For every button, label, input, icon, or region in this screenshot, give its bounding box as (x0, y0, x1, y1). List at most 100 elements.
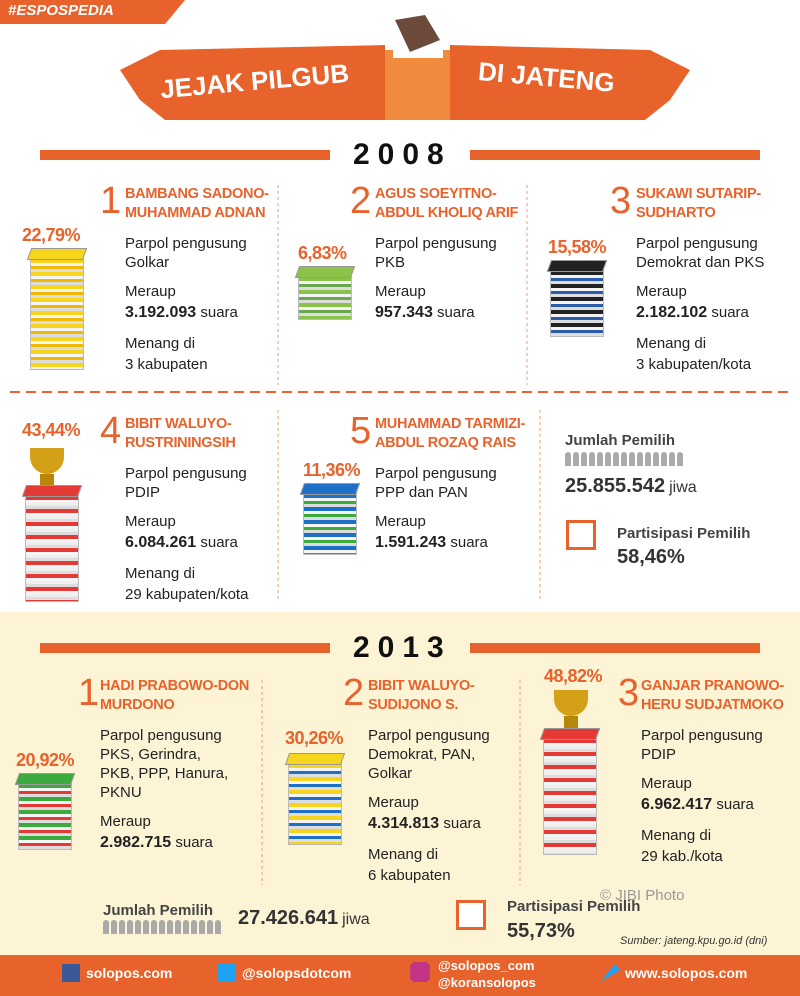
person-icon (103, 920, 109, 934)
person-icon (151, 920, 157, 934)
person-icon (175, 920, 181, 934)
paper-stack (298, 276, 352, 320)
party-label: Parpol pengusung (100, 727, 222, 744)
ballot-icon (566, 520, 596, 550)
stack-top (539, 728, 601, 740)
wins: 6 kabupaten (368, 867, 451, 884)
percent: 15,58% (548, 237, 607, 257)
person-icon (565, 452, 571, 466)
footer-link[interactable]: www.solopos.com (625, 965, 748, 981)
votes-label: Meraup (641, 775, 692, 792)
person-icon (199, 920, 205, 934)
voters-label: Jumlah Pemilih (565, 432, 676, 449)
percent: 48,82% (544, 666, 603, 686)
person-icon (127, 920, 133, 934)
person-icon (191, 920, 197, 934)
votes-number: 957.343 (375, 304, 433, 321)
trophy (554, 690, 588, 716)
stack-top (26, 248, 88, 260)
footer-link[interactable]: solopos.com (86, 965, 173, 981)
parties: Golkar (125, 254, 170, 271)
votes-number: 3.192.093 (125, 304, 197, 321)
votes-unit: suara (716, 796, 754, 813)
person-icon (573, 452, 579, 466)
paper-stack (30, 258, 84, 370)
hand (395, 15, 440, 52)
tw-icon (218, 964, 236, 982)
person-icon (613, 452, 619, 466)
person-icon (589, 452, 595, 466)
person-icon (183, 920, 189, 934)
percent: 11,36% (303, 460, 361, 480)
votes: 1.591.243 suara (375, 534, 488, 552)
votes-number: 2.982.715 (100, 834, 172, 851)
divider (40, 150, 330, 160)
year: 2008 (353, 138, 452, 171)
paper-stack (18, 783, 72, 850)
party-label: Parpol pengusung (375, 465, 497, 482)
votes-unit: suara (437, 304, 475, 321)
person-icon (143, 920, 149, 934)
candidate-number: 3 (618, 672, 640, 714)
candidate-name: ABDUL KHOLIQ ARIF (375, 205, 519, 221)
wins-label: Menang di (125, 335, 196, 352)
trophy-base (40, 474, 54, 488)
footer-link[interactable]: @koransolopos (438, 975, 536, 990)
footer-link[interactable]: @solopsdotcom (242, 965, 352, 981)
votes-number: 4.314.813 (368, 815, 440, 832)
votes-unit: suara (443, 815, 481, 832)
parties: PPP dan PAN (375, 484, 468, 501)
candidate-number: 2 (350, 180, 372, 222)
candidate-name: AGUS SOEYITNO- (375, 186, 497, 202)
divider (470, 150, 760, 160)
parties: PDIP (641, 746, 677, 763)
person-icon (629, 452, 635, 466)
percent: 30,26% (285, 728, 344, 748)
person-icon (159, 920, 165, 934)
candidate-name: SUDIJONO S. (368, 697, 459, 713)
candidate-name: BIBIT WALUYO- (368, 678, 475, 694)
tag-bg (0, 0, 185, 24)
candidate-name: MUHAMMAD TARMIZI- (375, 416, 526, 432)
fb-icon (62, 964, 80, 982)
person-icon (621, 452, 627, 466)
candidate-number: 1 (78, 672, 100, 714)
participation-label: Partisipasi Pemilih (617, 525, 751, 542)
stack-top (546, 260, 608, 272)
ballot-box (385, 50, 450, 120)
parties: PKS, Gerindra, (100, 746, 201, 763)
wins-label: Menang di (636, 335, 707, 352)
section-bg (0, 612, 800, 955)
parties: PDIP (125, 484, 161, 501)
person-icon (119, 920, 125, 934)
votes-label: Meraup (375, 283, 426, 300)
stack-top (294, 266, 356, 278)
candidate-name: ABDUL ROZAQ RAIS (375, 435, 516, 451)
parties: Demokrat, PAN, (368, 746, 476, 763)
person-icon (661, 452, 667, 466)
candidate-name: HADI PRABOWO-DON (100, 678, 250, 694)
wins: 29 kab./kota (641, 848, 723, 865)
votes: 3.192.093 suara (125, 304, 238, 322)
party-label: Parpol pengusung (375, 235, 497, 252)
percent: 43,44% (22, 420, 81, 440)
votes-label: Meraup (100, 813, 151, 830)
candidate-name: MUHAMMAD ADNAN (125, 205, 266, 221)
banner-right (450, 45, 690, 120)
voters-number: 27.426.641 (238, 907, 339, 929)
voters: 25.855.542 jiwa (565, 475, 697, 498)
parties: Golkar (368, 765, 413, 782)
wins-label: Menang di (125, 565, 196, 582)
votes-unit: suara (200, 304, 238, 321)
stack-top (21, 485, 83, 497)
footer-link[interactable]: @solopos_com (438, 958, 535, 973)
candidate-name: RUSTRININGSIH (125, 435, 236, 451)
person-icon (637, 452, 643, 466)
votes-label: Meraup (375, 513, 426, 530)
person-icon (653, 452, 659, 466)
votes: 6.084.261 suara (125, 534, 238, 552)
votes-unit: suara (711, 304, 749, 321)
votes: 2.182.102 suara (636, 304, 749, 322)
